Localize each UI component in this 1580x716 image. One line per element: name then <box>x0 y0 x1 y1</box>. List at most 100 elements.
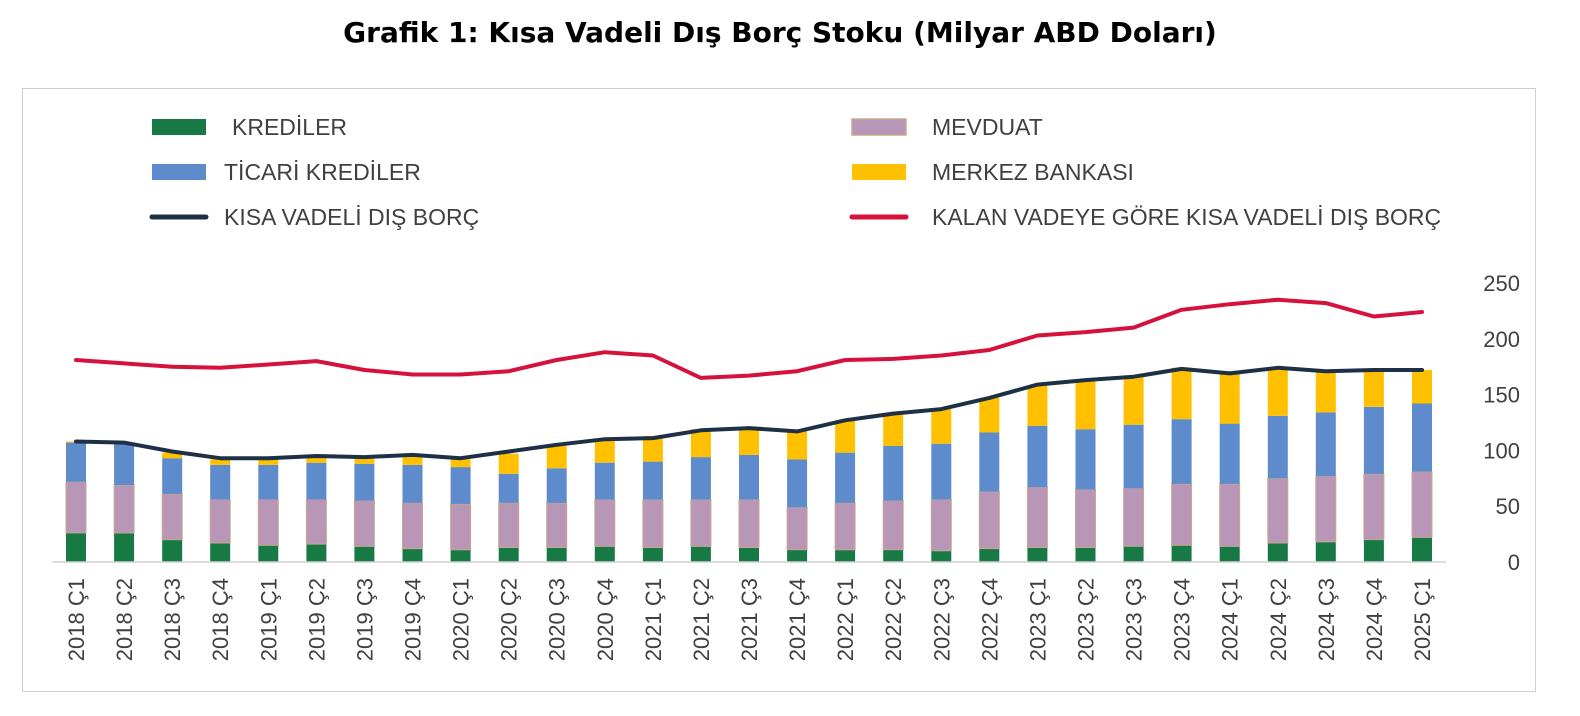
bar-ticari-krediler <box>498 473 519 503</box>
bar-merkez-bankasi <box>498 453 519 474</box>
bar-merkez-bankasi <box>883 413 904 446</box>
bar-krediler <box>66 533 86 562</box>
bar-ticari-krediler <box>1075 429 1096 490</box>
bar-merkez-bankasi <box>162 452 183 459</box>
y-tick-label: 100 <box>1483 438 1520 463</box>
bar-ticari-krediler <box>1315 412 1336 477</box>
bar-mevduat <box>161 493 183 541</box>
x-tick-label: 2024 Ç1 <box>1218 578 1243 661</box>
bar-krediler <box>979 548 1000 562</box>
bar-merkez-bankasi <box>739 427 759 455</box>
x-tick-labels: 2018 Ç1 2018 Ç2 2018 Ç3 2018 Ç4 2019 Ç1 2019 … <box>64 578 1435 661</box>
bar-krediler <box>835 549 856 562</box>
bar-ticari-krediler <box>1027 425 1048 488</box>
x-tick-label: 2023 Ç1 <box>1025 578 1050 661</box>
legend-swatch-mevduat <box>851 118 907 136</box>
bar-ticari-krediler <box>306 462 327 500</box>
bar-ticari-krediler <box>354 463 375 501</box>
x-tick-label: 2019 Ç4 <box>401 578 426 661</box>
bar-ticari-krediler <box>1363 406 1384 474</box>
y-tick-label: 200 <box>1483 327 1520 352</box>
bar-mevduat <box>1171 483 1193 546</box>
bar-merkez-bankasi <box>306 457 327 463</box>
bar-mevduat <box>738 499 760 548</box>
bar-ticari-krediler <box>1123 424 1144 489</box>
bar-ticari-krediler <box>594 462 615 500</box>
line-kalan-vadeye-gore-kisa-vadeli-dis-borc <box>74 297 1424 380</box>
lines <box>74 297 1424 461</box>
x-tick-label: 2021 Ç4 <box>785 578 810 661</box>
y-tick-label: 150 <box>1483 383 1520 408</box>
bar-merkez-bankasi <box>1412 370 1432 404</box>
legend-swatch-merkez-bankasi <box>852 164 906 180</box>
bars <box>65 367 1433 562</box>
legend-label-ticari-krediler: TİCARİ KREDİLER <box>224 159 421 185</box>
chart-frame <box>22 88 1536 692</box>
bar-krediler <box>1123 546 1144 562</box>
bar-ticari-krediler <box>258 464 279 500</box>
bar-ticari-krediler <box>1171 419 1192 484</box>
bar-krediler <box>1171 545 1192 562</box>
x-tick-label: 2018 Ç1 <box>64 578 89 661</box>
bar-krediler <box>1027 547 1048 562</box>
legend-label-mevduat: MEVDUAT <box>932 114 1043 140</box>
bar-ticari-krediler <box>1412 403 1432 472</box>
bar-krediler <box>739 547 759 562</box>
bar-krediler <box>1412 537 1432 562</box>
bar-ticari-krediler <box>450 467 471 504</box>
bar-mevduat <box>834 502 856 551</box>
bar-mevduat <box>1267 477 1289 544</box>
bar-mevduat <box>642 499 664 548</box>
bar-ticari-krediler <box>66 442 86 482</box>
y-tick-labels: 0 50 100 150 200 250 <box>1483 271 1520 575</box>
bar-ticari-krediler <box>210 464 231 500</box>
x-tick-label: 2022 Ç1 <box>833 578 858 661</box>
bar-mevduat <box>450 503 472 551</box>
bar-mevduat <box>1026 486 1048 549</box>
x-tick-label: 2022 Ç3 <box>929 578 954 661</box>
bar-merkez-bankasi <box>450 459 471 468</box>
bar-mevduat <box>786 506 808 551</box>
bar-krediler <box>1267 543 1288 562</box>
bar-mevduat <box>546 502 568 548</box>
bar-krediler <box>931 550 952 562</box>
legend-swatch-ticari-krediler <box>152 164 206 180</box>
x-tick-label: 2021 Ç2 <box>689 578 714 661</box>
bar-ticari-krediler <box>931 443 952 500</box>
x-tick-label: 2024 Ç4 <box>1362 578 1387 661</box>
bar-mevduat <box>113 484 135 534</box>
x-tick-label: 2019 Ç3 <box>352 578 377 661</box>
bar-krediler <box>162 539 183 562</box>
x-tick-label: 2022 Ç4 <box>977 578 1002 661</box>
x-tick-label: 2018 Ç2 <box>112 578 137 661</box>
bar-krediler <box>258 545 279 562</box>
legend: KREDİLER TİCARİ KREDİLER KISA VADELİ DIŞ B… <box>149 114 1441 230</box>
x-tick-label: 2023 Ç4 <box>1170 578 1195 661</box>
bar-krediler <box>354 546 375 562</box>
bar-krediler <box>690 546 711 562</box>
bar-mevduat <box>257 499 279 546</box>
bar-krediler <box>498 547 519 562</box>
bar-krediler <box>1363 539 1384 562</box>
bar-merkez-bankasi <box>402 457 423 465</box>
bar-mevduat <box>690 499 712 547</box>
bar-ticari-krediler <box>787 459 808 508</box>
bar-krediler <box>594 546 615 562</box>
bar-merkez-bankasi <box>354 458 375 464</box>
bar-merkez-bankasi <box>690 429 711 458</box>
bar-ticari-krediler <box>1219 423 1240 484</box>
x-tick-label: 2020 Ç1 <box>449 578 474 661</box>
bar-mevduat <box>1363 473 1385 541</box>
legend-swatch-krediler <box>152 119 206 135</box>
bar-krediler <box>114 533 135 562</box>
legend-label-kisa-vadeli-dis-borc: KISA VADELİ DIŞ BORÇ <box>224 204 479 230</box>
bar-mevduat <box>65 481 87 534</box>
x-tick-label: 2022 Ç2 <box>881 578 906 661</box>
bar-mevduat <box>930 499 952 552</box>
bar-ticari-krediler <box>1267 415 1288 479</box>
bar-merkez-bankasi <box>258 459 279 465</box>
y-tick-label: 0 <box>1508 550 1520 575</box>
bar-mevduat <box>978 491 1000 550</box>
bar-ticari-krediler <box>883 445 904 501</box>
x-tick-label: 2023 Ç2 <box>1074 578 1099 661</box>
